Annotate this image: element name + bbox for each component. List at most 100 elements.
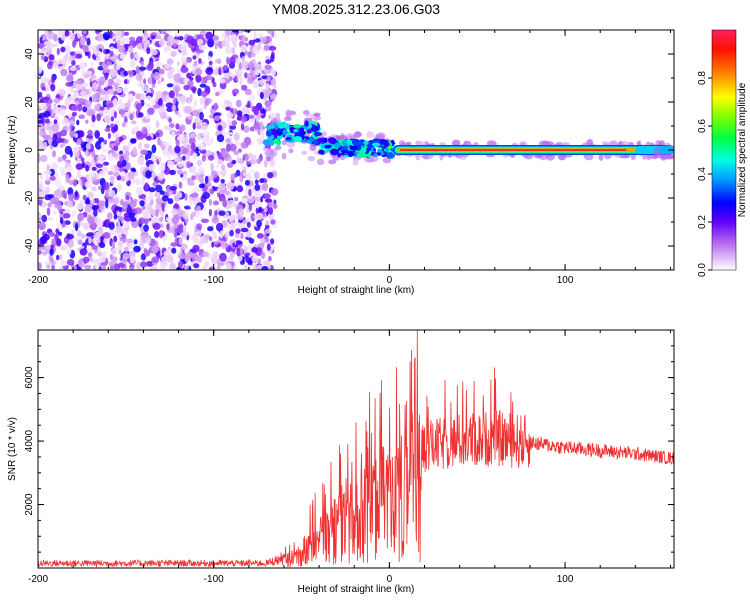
heatmap-cell <box>200 76 207 84</box>
heatmap-cell <box>219 78 226 84</box>
heatmap-cell <box>138 112 144 118</box>
heatmap-cell <box>158 139 162 147</box>
heatmap-cell <box>349 145 358 151</box>
heatmap-cell <box>183 84 191 91</box>
heatmap-cell <box>269 93 277 100</box>
heatmap-cell <box>113 97 118 106</box>
heatmap-cell <box>241 34 246 43</box>
heatmap-cell <box>406 141 412 146</box>
heatmap-cell <box>244 188 248 197</box>
heatmap-cell <box>221 164 226 170</box>
heatmap-cell <box>45 175 50 182</box>
heatmap-cell <box>198 58 202 64</box>
heatmap-cells <box>38 30 674 270</box>
heatmap-cell <box>263 44 270 51</box>
heatmap-cell <box>146 235 151 245</box>
heatmap-cell <box>180 56 187 64</box>
heatmap-cell <box>244 72 248 79</box>
heatmap-cell <box>95 163 104 168</box>
heatmap-cell <box>161 195 169 202</box>
heatmap-cell <box>71 59 76 66</box>
heatmap-cell <box>212 251 219 259</box>
heatmap-cell <box>176 95 181 102</box>
heatmap-cell <box>79 199 85 205</box>
heatmap-cell <box>203 104 207 110</box>
heatmap-cell <box>351 138 361 146</box>
heatmap-cell <box>130 51 134 60</box>
heatmap-cell <box>50 162 58 171</box>
heatmap-cell <box>95 30 103 33</box>
heatmap-cell <box>160 144 166 151</box>
heatmap-cell <box>133 198 138 203</box>
heatmap-cell <box>91 204 99 211</box>
heatmap-cell <box>164 63 171 70</box>
heatmap-cell <box>117 240 124 247</box>
heatmap-cell <box>213 102 218 111</box>
heatmap-cell <box>122 252 131 260</box>
heatmap-cell <box>138 66 147 71</box>
heatmap-cell <box>207 226 214 232</box>
heatmap-cell <box>375 134 382 140</box>
heatmap-cell <box>134 52 140 60</box>
heatmap-cell <box>250 52 256 58</box>
heatmap-cell <box>630 153 637 160</box>
heatmap-cell <box>92 265 96 270</box>
heatmap-cell <box>66 199 74 208</box>
heatmap-cell <box>148 163 156 170</box>
heatmap-cell <box>116 87 123 94</box>
heatmap-cell <box>236 185 244 193</box>
heatmap-cell <box>240 227 249 233</box>
heatmap-cell <box>215 163 220 168</box>
heatmap-cell <box>38 66 43 74</box>
heatmap-cell <box>152 181 158 187</box>
heatmap-cell <box>139 200 145 207</box>
heatmap-cell <box>177 224 185 234</box>
heatmap-cell <box>222 199 228 208</box>
heatmap-cell <box>172 97 177 105</box>
heatmap-cell <box>136 261 141 270</box>
heatmap-cell <box>88 216 95 226</box>
heatmap-cell <box>138 142 143 150</box>
heatmap-cell <box>115 78 121 85</box>
heatmap-cell <box>88 237 92 244</box>
heatmap-cell <box>324 144 332 149</box>
heatmap-cell <box>81 69 86 77</box>
heatmap-cell <box>166 58 174 65</box>
heatmap-cell <box>117 216 126 222</box>
heatmap-cell <box>260 251 266 259</box>
heatmap-cell <box>135 93 141 100</box>
heatmap-cell <box>273 138 280 145</box>
heatmap-cell <box>56 58 64 65</box>
heatmap-cell <box>95 155 104 164</box>
heatmap-cell <box>108 222 115 230</box>
heatmap-cell <box>243 245 248 254</box>
heatmap-cell <box>60 245 68 251</box>
heatmap-cell <box>249 114 255 119</box>
heatmap-cell <box>229 56 236 65</box>
heatmap-cell <box>210 173 214 182</box>
heatmap-cell <box>216 170 223 176</box>
heatmap-cell <box>191 192 199 198</box>
heatmap-cell <box>223 72 229 77</box>
heatmap-cell <box>177 169 183 175</box>
heatmap-cell <box>182 147 189 155</box>
heatmap-cell <box>44 244 52 249</box>
heatmap-cell <box>70 210 77 218</box>
heatmap-cell <box>60 170 66 176</box>
heatmap-cell <box>285 123 290 129</box>
heatmap-cell <box>208 154 215 161</box>
heatmap-cell <box>79 248 88 256</box>
heatmap-cell <box>265 219 270 226</box>
heatmap-cell <box>38 112 47 118</box>
heatmap-cell <box>129 59 136 68</box>
heatmap-cell <box>122 145 130 152</box>
heatmap-cell <box>152 222 161 230</box>
heatmap-cell <box>163 46 168 53</box>
heatmap-cell <box>373 153 378 157</box>
heatmap-cell <box>142 210 150 219</box>
heatmap-cell <box>228 193 233 199</box>
heatmap-cell <box>208 208 212 217</box>
heatmap-cell <box>64 30 69 37</box>
heatmap-cell <box>340 149 349 154</box>
heatmap-cell <box>259 178 265 184</box>
